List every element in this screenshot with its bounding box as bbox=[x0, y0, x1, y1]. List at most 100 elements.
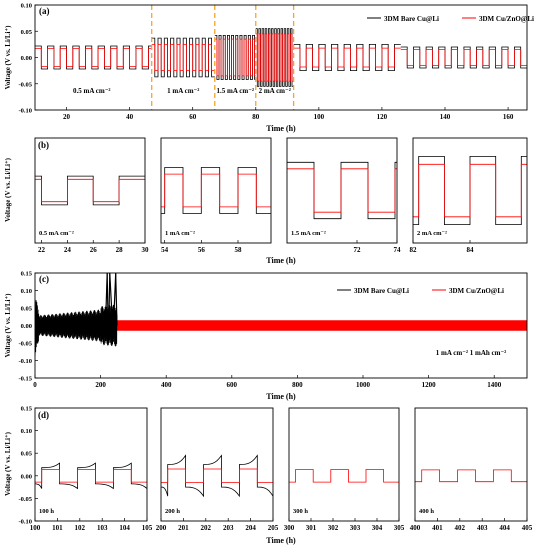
d-ytick-label: 0.10 bbox=[21, 428, 32, 435]
a-ytick-label: 0.05 bbox=[21, 29, 33, 36]
d-series-red bbox=[35, 469, 147, 483]
b-series-black bbox=[35, 175, 145, 206]
b-xtick-label: 30 bbox=[142, 246, 150, 254]
d-series-red bbox=[289, 469, 399, 483]
d-xtick-label: 202 bbox=[201, 524, 212, 532]
d-subplot-frame bbox=[160, 407, 274, 522]
a-panel-label: (a) bbox=[39, 6, 50, 16]
d-xtick-label: 305 bbox=[394, 524, 405, 532]
c-panel-label: (c) bbox=[39, 274, 49, 284]
c-xtick-label: 1000 bbox=[356, 381, 371, 389]
b-xtick-label: 26 bbox=[90, 246, 98, 254]
c-legend-label-black: 3DM Bare Cu@Li bbox=[354, 287, 409, 295]
c-ytick-label: 0.05 bbox=[21, 306, 33, 313]
c-series-black-spike bbox=[115, 273, 118, 326]
d-xtick-label: 102 bbox=[75, 524, 86, 532]
c-xtick-label: 1400 bbox=[487, 381, 502, 389]
b-subplot-frame bbox=[286, 137, 398, 244]
a-annotation: 2 mA cm⁻² bbox=[259, 87, 291, 95]
b-ylabel: Voltage (V vs. Li/Li⁺) bbox=[4, 157, 12, 222]
b-xtick-label: 82 bbox=[410, 246, 418, 254]
a-xtick-label: 140 bbox=[440, 113, 451, 121]
a-series-red bbox=[35, 48, 152, 67]
b-xtick-label: 22 bbox=[38, 246, 46, 254]
d-ytick-label: 0.15 bbox=[21, 406, 33, 413]
b-subplot-frame bbox=[34, 137, 146, 244]
d-annotation: 200 h bbox=[165, 508, 180, 515]
b-panel-label: (b) bbox=[38, 140, 49, 150]
b-xtick-label: 74 bbox=[394, 246, 402, 254]
a-annotation: 1 mA cm⁻² bbox=[167, 87, 199, 95]
d-subplot-frame bbox=[288, 407, 400, 522]
b-xtick-label: 28 bbox=[116, 246, 124, 254]
d-series-black bbox=[35, 462, 148, 490]
b-xtick-label: 54 bbox=[161, 246, 169, 254]
c-ytick-label: -0.10 bbox=[18, 358, 32, 365]
a-series-red bbox=[255, 33, 294, 82]
a-ytick-label: 0.00 bbox=[21, 55, 32, 62]
a-legend-label-red: 3DM Cu/ZnO@Li bbox=[479, 15, 534, 23]
c-legend-label-red: 3DM Cu/ZnO@Li bbox=[449, 287, 504, 295]
b-series-red bbox=[35, 178, 145, 203]
b-xtick-label: 72 bbox=[354, 246, 362, 254]
a-xtick-label: 100 bbox=[314, 113, 325, 121]
b-series-black bbox=[287, 161, 397, 220]
d-xtick-label: 304 bbox=[372, 524, 383, 532]
d-xtick-label: 302 bbox=[328, 524, 339, 532]
a-annotation: 1.5 mA cm⁻² bbox=[217, 87, 254, 95]
d-series-red bbox=[415, 469, 527, 483]
b-xtick-label: 56 bbox=[198, 246, 206, 254]
a-series-red bbox=[151, 44, 215, 71]
a-xlabel: Time (h) bbox=[266, 124, 296, 133]
c-xtick-label: 400 bbox=[161, 381, 172, 389]
a-series-red bbox=[400, 49, 527, 66]
c-series-black-spike bbox=[109, 273, 114, 337]
d-xtick-label: 205 bbox=[268, 524, 279, 532]
d-ylabel: Voltage (V vs. Li/Li⁺) bbox=[4, 431, 12, 496]
b-series-red bbox=[161, 173, 271, 208]
d-annotation: 100 h bbox=[39, 508, 54, 515]
d-xtick-label: 100 bbox=[30, 524, 41, 532]
a-xtick-label: 80 bbox=[252, 113, 260, 121]
d-xtick-label: 201 bbox=[178, 524, 189, 532]
d-annotation: 400 h bbox=[419, 508, 434, 515]
b-annotation: 0.5 mA cm⁻² bbox=[39, 230, 74, 237]
b-subplot-frame bbox=[160, 137, 272, 244]
d-panel-label: (d) bbox=[38, 410, 49, 420]
d-xtick-label: 204 bbox=[245, 524, 256, 532]
a-legend-label-black: 3DM Bare Cu@Li bbox=[384, 15, 439, 23]
c-xtick-label: 1200 bbox=[422, 381, 437, 389]
d-xtick-label: 300 bbox=[284, 524, 295, 532]
c-xtick-label: 200 bbox=[95, 381, 106, 389]
d-xlabel: Time (h) bbox=[266, 536, 296, 545]
d-xtick-label: 401 bbox=[432, 524, 443, 532]
a-ytick-label: -0.05 bbox=[18, 81, 32, 88]
d-xtick-label: 101 bbox=[52, 524, 63, 532]
d-xtick-label: 405 bbox=[522, 524, 533, 532]
b-xtick-label: 58 bbox=[235, 246, 243, 254]
d-ytick-label: 0.05 bbox=[21, 451, 33, 458]
c-xtick-label: 800 bbox=[292, 381, 303, 389]
d-subplot-frame bbox=[34, 407, 148, 522]
d-ytick-label: -0.10 bbox=[18, 519, 32, 526]
c-xtick-label: 0 bbox=[33, 381, 37, 389]
d-xtick-label: 301 bbox=[306, 524, 317, 532]
a-ytick-label: -0.10 bbox=[18, 108, 32, 115]
b-xlabel: Time (h) bbox=[266, 256, 296, 265]
b-xtick-label: 24 bbox=[64, 246, 72, 254]
d-xtick-label: 104 bbox=[119, 524, 130, 532]
d-xtick-label: 400 bbox=[410, 524, 421, 532]
d-series-black bbox=[161, 454, 274, 498]
d-annotation: 300 h bbox=[293, 508, 308, 515]
d-xtick-label: 203 bbox=[223, 524, 234, 532]
c-ytick-label: 0.15 bbox=[21, 271, 33, 278]
d-ytick-label: 0.00 bbox=[21, 473, 32, 480]
c-series-black bbox=[34, 300, 118, 357]
a-series-red bbox=[214, 38, 256, 77]
b-xtick-label: 84 bbox=[467, 246, 475, 254]
d-ytick-label: -0.05 bbox=[18, 496, 32, 503]
a-ytick-label: 0.10 bbox=[21, 3, 32, 10]
c-series-red-band bbox=[35, 320, 527, 331]
c-xtick-label: 600 bbox=[227, 381, 238, 389]
